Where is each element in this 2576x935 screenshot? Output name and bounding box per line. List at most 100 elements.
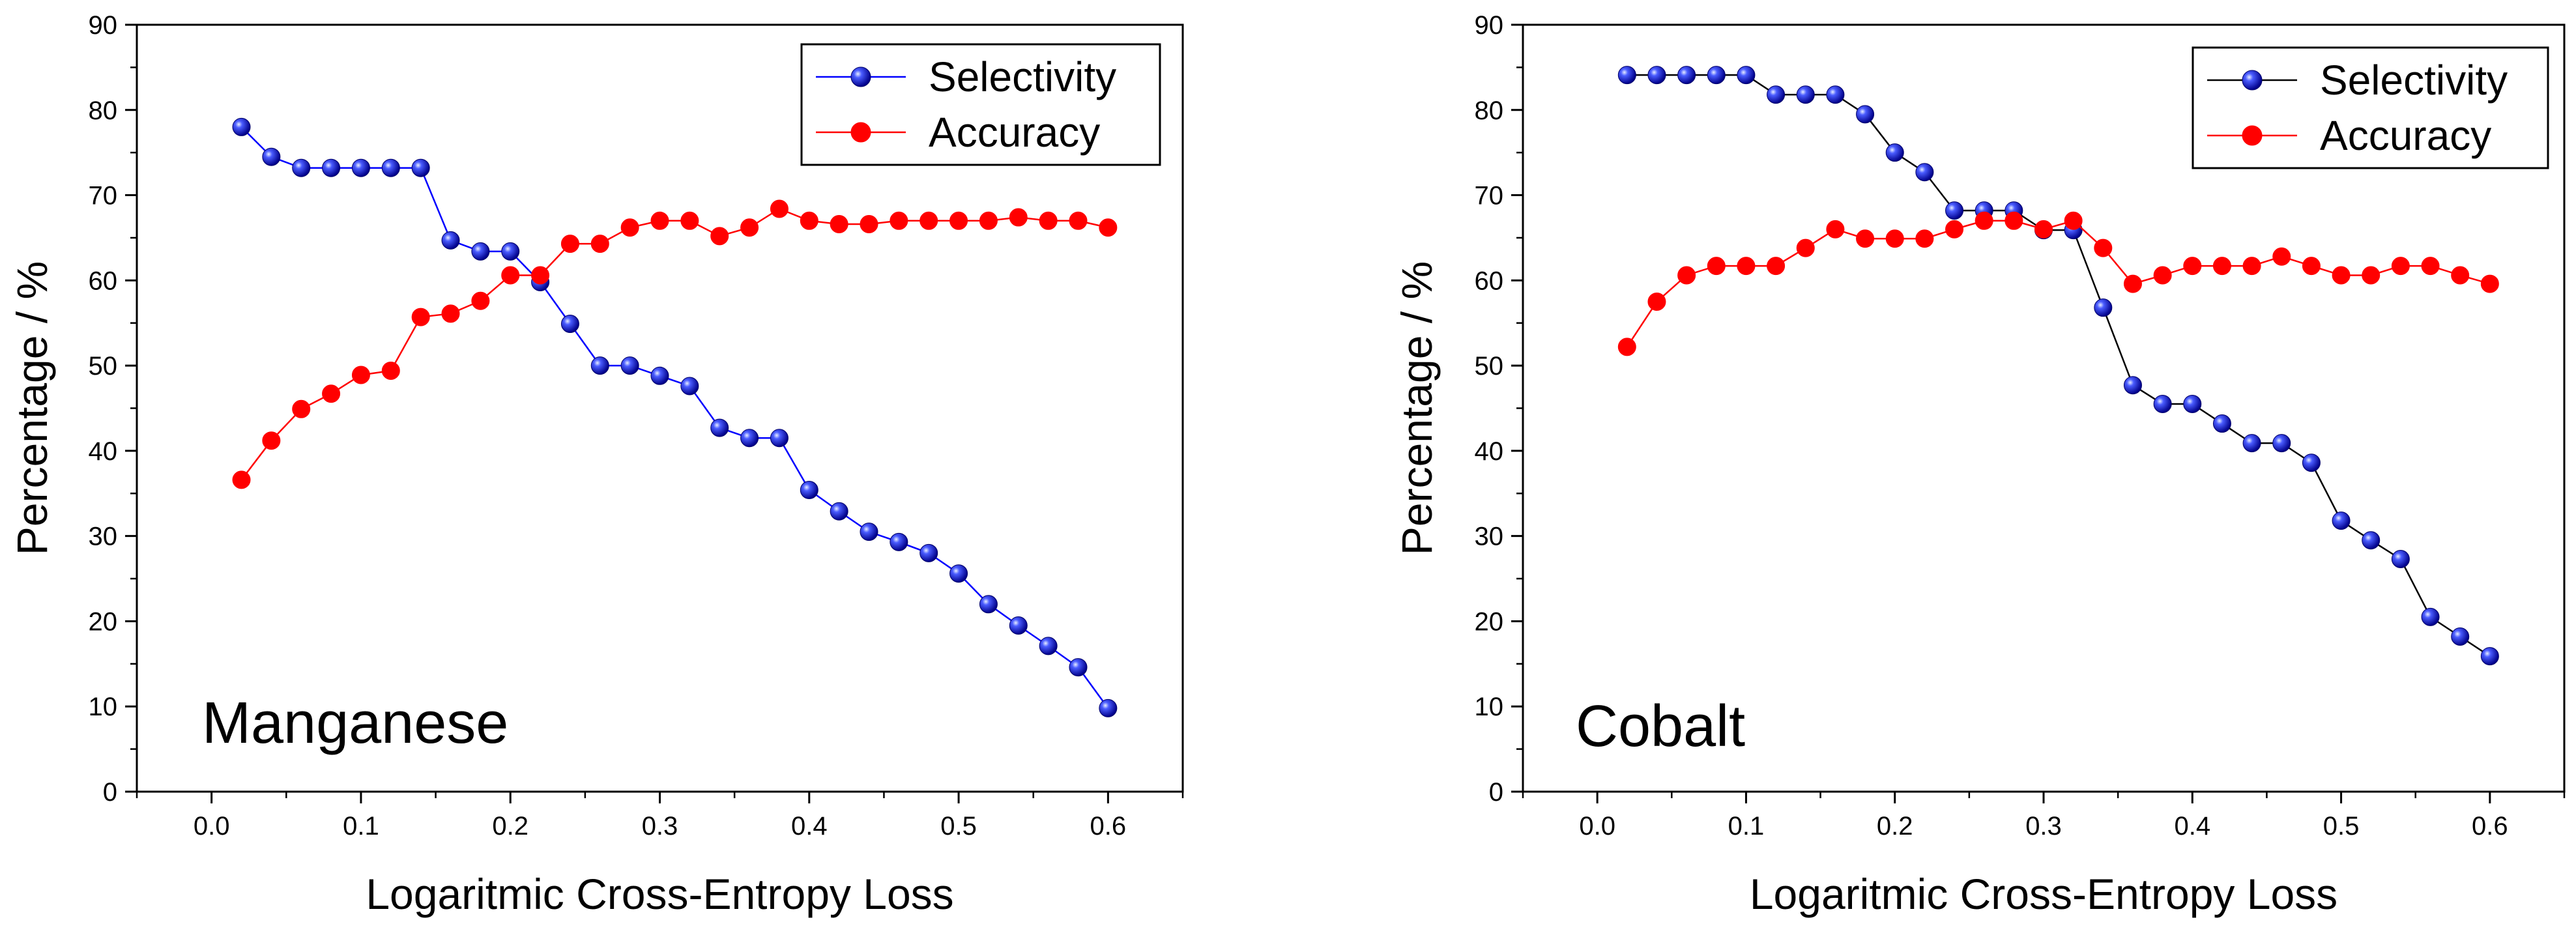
point-selectivity bbox=[411, 158, 430, 177]
point-selectivity bbox=[471, 242, 490, 261]
point-selectivity bbox=[232, 117, 251, 136]
x-tick-label: 0.4 bbox=[791, 812, 828, 841]
point-accuracy bbox=[620, 218, 639, 237]
point-accuracy bbox=[1856, 229, 1875, 248]
point-accuracy bbox=[890, 211, 908, 230]
x-tick-label: 0.1 bbox=[1728, 812, 1765, 841]
point-accuracy bbox=[1677, 266, 1696, 285]
point-selectivity bbox=[740, 429, 759, 448]
point-selectivity bbox=[351, 158, 370, 177]
y-axis-title: Percentage / % bbox=[1393, 261, 1441, 555]
point-selectivity bbox=[1617, 66, 1636, 85]
x-tick-label: 0.6 bbox=[1090, 812, 1127, 841]
point-accuracy bbox=[351, 366, 370, 384]
point-selectivity bbox=[322, 158, 341, 177]
point-accuracy bbox=[830, 215, 848, 234]
point-accuracy bbox=[2064, 211, 2083, 230]
point-accuracy bbox=[2034, 220, 2053, 238]
point-accuracy bbox=[680, 211, 699, 230]
point-accuracy bbox=[2183, 257, 2202, 276]
x-tick-label: 0.5 bbox=[2323, 812, 2360, 841]
point-accuracy bbox=[262, 431, 281, 450]
legend-label-accuracy: Accuracy bbox=[2320, 112, 2491, 159]
point-accuracy bbox=[2212, 257, 2231, 276]
legend-marker-selectivity bbox=[2242, 70, 2263, 91]
y-tick-label: 90 bbox=[89, 11, 118, 40]
point-selectivity bbox=[441, 231, 460, 250]
point-accuracy bbox=[919, 211, 938, 230]
point-accuracy bbox=[1826, 220, 1845, 238]
point-selectivity bbox=[1945, 201, 1964, 220]
point-selectivity bbox=[830, 502, 848, 521]
point-accuracy bbox=[441, 304, 460, 323]
point-accuracy bbox=[1767, 257, 1786, 276]
y-axis-title: Percentage / % bbox=[8, 261, 56, 555]
series-line-accuracy bbox=[240, 208, 1108, 481]
point-accuracy bbox=[501, 266, 520, 285]
x-tick-label: 0.4 bbox=[2174, 812, 2210, 841]
point-accuracy bbox=[1069, 211, 1088, 230]
y-tick-label: 90 bbox=[1475, 11, 1504, 40]
point-selectivity bbox=[292, 158, 311, 177]
x-tick-label: 0.1 bbox=[343, 812, 379, 841]
point-accuracy bbox=[2362, 266, 2381, 285]
point-accuracy bbox=[979, 211, 998, 230]
point-accuracy bbox=[590, 235, 609, 253]
y-tick-label: 50 bbox=[89, 352, 118, 381]
point-selectivity bbox=[919, 543, 938, 562]
point-selectivity bbox=[2480, 647, 2499, 666]
point-selectivity bbox=[560, 315, 579, 334]
point-accuracy bbox=[949, 211, 968, 230]
point-selectivity bbox=[1039, 637, 1058, 655]
point-accuracy bbox=[1647, 293, 1666, 311]
point-accuracy bbox=[740, 218, 759, 237]
x-tick-label: 0.0 bbox=[194, 812, 230, 841]
point-selectivity bbox=[1796, 85, 1815, 104]
point-accuracy bbox=[710, 227, 729, 246]
point-accuracy bbox=[2391, 257, 2410, 276]
y-tick-label: 40 bbox=[1475, 437, 1504, 466]
panel-label: Cobalt bbox=[1576, 694, 1745, 759]
legend-marker-selectivity bbox=[850, 66, 871, 87]
point-selectivity bbox=[501, 242, 520, 261]
point-selectivity bbox=[2212, 414, 2231, 433]
point-selectivity bbox=[1707, 66, 1726, 85]
point-selectivity bbox=[2421, 607, 2440, 626]
x-axis-title: Logaritmic Cross-Entropy Loss bbox=[366, 870, 953, 918]
point-accuracy bbox=[2451, 266, 2470, 285]
point-accuracy bbox=[1885, 229, 1904, 248]
y-tick-label: 50 bbox=[1475, 352, 1504, 381]
x-tick-label: 0.2 bbox=[1877, 812, 1913, 841]
point-selectivity bbox=[770, 429, 789, 448]
point-accuracy bbox=[1009, 208, 1028, 227]
point-selectivity bbox=[1677, 66, 1696, 85]
point-selectivity bbox=[2362, 531, 2381, 550]
point-accuracy bbox=[560, 235, 579, 253]
point-accuracy bbox=[292, 399, 311, 418]
y-tick-label: 70 bbox=[89, 182, 118, 210]
x-axis-title: Logaritmic Cross-Entropy Loss bbox=[1750, 870, 2337, 918]
point-accuracy bbox=[531, 266, 550, 285]
point-accuracy bbox=[381, 361, 400, 380]
legend-marker-accuracy bbox=[2242, 125, 2263, 146]
point-selectivity bbox=[1915, 163, 1934, 182]
point-accuracy bbox=[411, 308, 430, 326]
y-tick-label: 10 bbox=[89, 693, 118, 721]
point-selectivity bbox=[2272, 434, 2291, 453]
point-selectivity bbox=[800, 481, 818, 500]
point-selectivity bbox=[949, 564, 968, 583]
point-selectivity bbox=[2153, 394, 2172, 413]
y-tick-label: 0 bbox=[103, 778, 117, 807]
y-tick-label: 70 bbox=[1475, 182, 1504, 210]
point-selectivity bbox=[890, 532, 908, 551]
point-selectivity bbox=[1009, 616, 1028, 635]
point-selectivity bbox=[1885, 143, 1904, 162]
legend-box bbox=[2192, 46, 2549, 169]
legend-marker-accuracy bbox=[850, 122, 871, 143]
point-selectivity bbox=[1767, 85, 1786, 104]
y-tick-label: 60 bbox=[89, 266, 118, 295]
point-accuracy bbox=[1617, 338, 1636, 356]
point-accuracy bbox=[471, 291, 490, 310]
point-accuracy bbox=[2242, 257, 2261, 276]
